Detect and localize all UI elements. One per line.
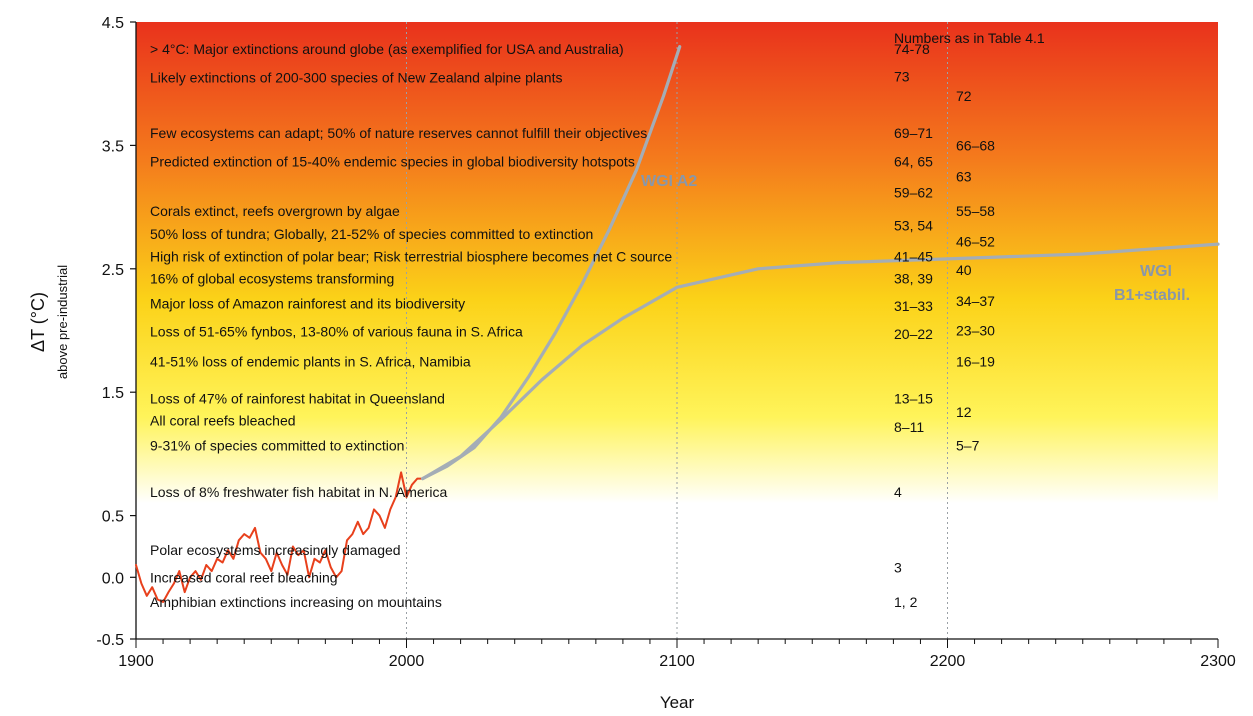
table-ref-number: 59–62 <box>894 184 933 200</box>
y-axis-subtitle: above pre-industrial <box>55 265 70 379</box>
annotation-label: Predicted extinction of 15-40% endemic s… <box>150 153 635 169</box>
table-ref-number: 41–45 <box>894 249 933 265</box>
annotation-label: Major loss of Amazon rainforest and its … <box>150 295 465 311</box>
table-ref-number: 46–52 <box>956 234 995 250</box>
y-tick-label: 0.5 <box>102 509 124 526</box>
x-tick-label: 2300 <box>1200 653 1236 670</box>
table-ref-number: 20–22 <box>894 326 933 342</box>
annotation-label: Amphibian extinctions increasing on moun… <box>150 594 442 610</box>
table-ref-number: 31–33 <box>894 298 933 314</box>
series-line-0 <box>135 471 424 603</box>
x-tick-label: 1900 <box>118 653 154 670</box>
table-ref-number: 38, 39 <box>894 271 933 287</box>
table-ref-number: 72 <box>956 88 972 104</box>
table-ref-number: 69–71 <box>894 125 933 141</box>
table-ref-number: 3 <box>894 559 902 575</box>
table-ref-number: 16–19 <box>956 353 995 369</box>
annotation-label: 41-51% loss of endemic plants in S. Afri… <box>150 353 471 369</box>
annotations-group: > 4°C: Major extinctions around globe (a… <box>150 41 672 610</box>
table-ref-number: 55–58 <box>956 203 995 219</box>
series-line-2 <box>421 242 1220 481</box>
series-label-wgi-b1-line2: B1+stabil. <box>1114 287 1190 304</box>
x-tick-label: 2100 <box>659 653 695 670</box>
annotation-label: 50% loss of tundra; Globally, 21-52% of … <box>150 226 593 242</box>
y-tick-label: -0.5 <box>96 632 124 649</box>
table-ref-number: 8–11 <box>894 419 924 435</box>
table-ref-number: 5–7 <box>956 437 980 453</box>
table-ref-number: 34–37 <box>956 293 995 309</box>
annotation-label: Likely extinctions of 200-300 species of… <box>150 70 562 86</box>
y-tick-label: 2.5 <box>102 262 124 279</box>
table-ref-number: 74-78 <box>894 41 930 57</box>
table-ref-number: 63 <box>956 168 972 184</box>
table-ref-number: 73 <box>894 68 910 84</box>
annotation-label: 16% of global ecosystems transforming <box>150 271 394 287</box>
table-ref-number: 1, 2 <box>894 594 918 610</box>
series-group <box>135 45 1220 603</box>
y-axis-title: ΔT (°C) <box>28 292 48 352</box>
table-ref-number: 40 <box>956 262 972 278</box>
y-tick-label: 4.5 <box>102 15 124 32</box>
numbers-header: Numbers as in Table 4.1 <box>894 30 1045 46</box>
plot-background <box>136 22 1218 639</box>
annotation-label: > 4°C: Major extinctions around globe (a… <box>150 41 624 57</box>
series-label-wgi-a2: WGI A2 <box>641 173 697 190</box>
annotation-label: Loss of 47% of rainforest habitat in Que… <box>150 390 445 406</box>
annotation-label: All coral reefs bleached <box>150 413 296 429</box>
annotation-label: Loss of 51-65% fynbos, 13-80% of various… <box>150 324 523 340</box>
annotation-label: 9-31% of species committed to extinction <box>150 437 404 453</box>
x-tick-label: 2000 <box>389 653 425 670</box>
table-ref-number: 23–30 <box>956 323 995 339</box>
y-tick-label: 1.5 <box>102 385 124 402</box>
table-ref-number: 64, 65 <box>894 153 933 169</box>
annotation-label: Corals extinct, reefs overgrown by algae <box>150 203 400 219</box>
table-ref-number: 4 <box>894 484 902 500</box>
x-tick-label: 2200 <box>930 653 966 670</box>
table-ref-number: 12 <box>956 404 972 420</box>
y-tick-label: 3.5 <box>102 138 124 155</box>
numbers-group: 74-78 73 69–71 64, 65 59–62 53, 54 41–45 38, 39… <box>894 41 995 610</box>
series-label-wgi-b1-line1: WGI <box>1140 263 1172 280</box>
annotation-label: Loss of 8% freshwater fish habitat in N.… <box>150 484 447 500</box>
table-ref-number: 53, 54 <box>894 218 933 234</box>
axes: -0.5 0.0 0.5 1.5 2.5 3.5 4.5 1900 2000 2100 2200 23… <box>96 15 1235 670</box>
x-axis-title: Year <box>660 693 695 712</box>
table-ref-number: 13–15 <box>894 390 933 406</box>
annotation-label: Few ecosystems can adapt; 50% of nature … <box>150 125 647 141</box>
y-tick-label: 0.0 <box>102 570 124 587</box>
annotation-label: High risk of extinction of polar bear; R… <box>150 249 672 265</box>
annotation-label: Polar ecosystems increasingly damaged <box>150 542 401 558</box>
table-ref-number: 66–68 <box>956 137 995 153</box>
annotation-label: Increased coral reef bleaching <box>150 569 338 585</box>
